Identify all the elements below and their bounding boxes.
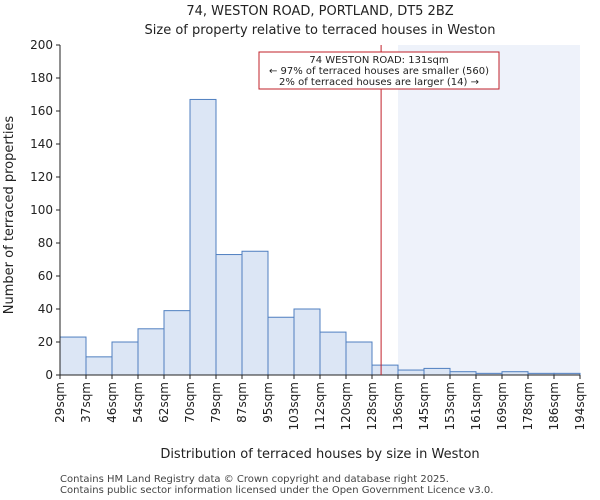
histogram-bar xyxy=(371,364,399,376)
x-tick-label: 112sqm xyxy=(313,382,327,430)
histogram-bar xyxy=(163,310,191,376)
histogram-bar xyxy=(59,336,87,376)
annotation-line-1: 74 WESTON ROAD: 131sqm xyxy=(309,55,448,66)
annotation-line-3: 2% of terraced houses are larger (14) → xyxy=(279,77,479,88)
y-tick-label: 140 xyxy=(30,137,53,151)
x-tick-label: 145sqm xyxy=(417,382,431,430)
histogram-bar xyxy=(423,367,451,376)
y-tick-label: 20 xyxy=(38,335,53,349)
histogram-bar xyxy=(319,331,347,376)
histogram-bar xyxy=(267,316,295,376)
histogram-bar xyxy=(345,341,373,376)
histogram-bar xyxy=(215,254,243,376)
x-tick-label: 37sqm xyxy=(79,382,93,423)
histogram-bar xyxy=(293,308,321,376)
histogram-bar xyxy=(189,98,217,376)
x-tick-label: 95sqm xyxy=(261,382,275,423)
x-tick-label: 169sqm xyxy=(495,382,509,430)
histogram-bar xyxy=(397,369,425,376)
y-tick-label: 60 xyxy=(38,269,53,283)
x-tick-label: 186sqm xyxy=(547,382,561,430)
histogram-bar xyxy=(85,356,113,376)
x-tick-label: 29sqm xyxy=(53,382,67,423)
larger-region-highlight xyxy=(398,45,580,375)
footer-credits: Contains HM Land Registry data © Crown c… xyxy=(60,474,493,496)
x-tick-label: 178sqm xyxy=(521,382,535,430)
chart-subtitle: Size of property relative to terraced ho… xyxy=(145,23,496,38)
x-tick-label: 153sqm xyxy=(443,382,457,430)
x-tick-label: 194sqm xyxy=(573,382,587,430)
x-tick-label: 87sqm xyxy=(235,382,249,423)
y-tick-label: 120 xyxy=(30,170,53,184)
annotation-box xyxy=(258,51,500,90)
histogram-chart: 74, WESTON ROAD, PORTLAND, DT5 2BZ Size … xyxy=(2,4,587,462)
footer-line-2: Contains public sector information licen… xyxy=(60,485,494,496)
histogram-bar xyxy=(111,341,139,376)
y-tick-label: 160 xyxy=(30,104,53,118)
y-axis-label: Number of terraced properties xyxy=(2,116,17,315)
histogram-bar xyxy=(241,250,269,376)
x-tick-label: 70sqm xyxy=(183,382,197,423)
chart-title: 74, WESTON ROAD, PORTLAND, DT5 2BZ xyxy=(186,4,453,19)
x-tick-label: 136sqm xyxy=(391,382,405,430)
x-tick-label: 120sqm xyxy=(339,382,353,430)
y-tick-label: 40 xyxy=(38,302,53,316)
y-tick-label: 180 xyxy=(30,71,53,85)
y-tick-label: 100 xyxy=(30,203,53,217)
x-tick-label: 79sqm xyxy=(209,382,223,423)
y-tick-label: 200 xyxy=(30,38,53,52)
annotation-line-2: ← 97% of terraced houses are smaller (56… xyxy=(269,66,489,77)
y-tick-label: 80 xyxy=(38,236,53,250)
footer-line-1: Contains HM Land Registry data © Crown c… xyxy=(60,474,449,485)
x-tick-label: 46sqm xyxy=(105,382,119,423)
plot-area: 0 20 40 60 80 100 120 140 160 180 200 29sqm 37sqm 46s… xyxy=(30,38,587,430)
x-tick-label: 103sqm xyxy=(287,382,301,430)
histogram-bar xyxy=(137,328,165,376)
x-tick-label: 54sqm xyxy=(131,382,145,423)
x-tick-label: 62sqm xyxy=(157,382,171,423)
x-tick-label: 128sqm xyxy=(365,382,379,430)
y-tick-label: 0 xyxy=(45,368,53,382)
x-axis-label: Distribution of terraced houses by size … xyxy=(160,447,479,462)
x-tick-label: 161sqm xyxy=(469,382,483,430)
